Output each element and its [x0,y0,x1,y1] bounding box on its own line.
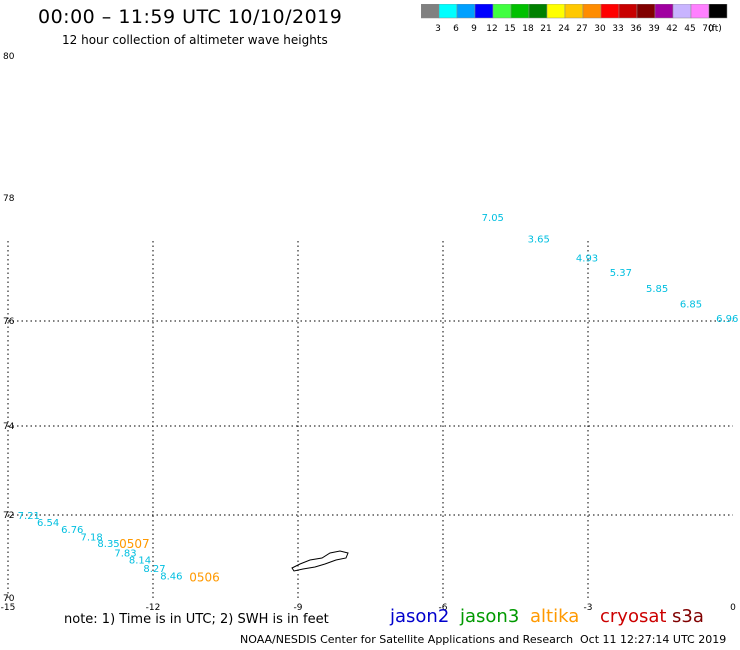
map-axes: -15 -12 -9 -6 -3 0 70 72 74 76 78 80 [1,52,736,613]
swh-value: 7.21 [18,511,40,522]
issued-timestamp: Oct 11 12:27:14 UTC 2019 [580,633,727,646]
satellite-cryosat: cryosat [600,606,667,627]
satellite-altika: altika [530,606,580,627]
legend-label: 21 [540,24,551,34]
satellite-jason2: jason2 [390,606,450,627]
legend-label: 33 [612,24,623,34]
lon-tick-label: -6 [439,603,448,613]
swh-value: 7.83 [114,549,136,560]
swh-value: 6.76 [61,525,83,536]
swh-value: 4.93 [576,253,598,264]
time-label: 0506 [189,570,220,584]
lat-tick-label: 74 [3,422,15,432]
legend-label: 6 [453,24,459,34]
legend-label: 18 [522,24,534,34]
swh-value: 5.37 [610,268,632,279]
credit-text: NOAA/NESDIS Center for Satellite Applica… [240,633,574,646]
swh-value: 8.46 [160,571,182,582]
legend-label: 45 [684,24,695,34]
grid-lines [7,241,733,598]
lat-tick-label: 80 [3,52,15,62]
footer-note: note: 1) Time is in UTC; 2) SWH is in fe… [64,612,329,627]
swh-value: 6.85 [680,299,702,310]
lat-tick-label: 70 [3,594,15,604]
lon-tick-label: -3 [584,603,593,613]
lon-tick-label: 0 [730,603,736,613]
lat-tick-label: 72 [3,511,14,521]
legend-unit: (ft) [708,24,722,34]
lat-tick-label: 76 [3,317,15,327]
swh-value: 8.27 [143,564,165,575]
legend-label: 70 [702,24,714,34]
legend-label: 27 [576,24,587,34]
lon-tick-label: -12 [146,603,161,613]
legend-label: 15 [504,24,515,34]
swh-points: 7.216.546.767.188.357.838.148.278.46 7.05… [18,213,739,585]
swh-value: 7.18 [81,533,103,544]
satellite-s3a: s3a [672,606,704,627]
jan-mayen-island [291,550,349,572]
legend-label: 3 [435,24,441,34]
legend-label: 9 [471,24,477,34]
legend-label: 42 [666,24,677,34]
swh-value: 5.85 [646,284,668,295]
time-label: 0507 [119,537,150,551]
swh-value: 8.35 [97,539,119,550]
color-legend: 3 6 9 12 15 18 21 24 27 30 33 36 39 42 45 70(ft) [421,4,728,34]
swh-value: 6.96 [716,314,738,325]
map-title: 00:00 – 11:59 UTC 10/10/2019 [38,6,343,28]
satellite-jason3: jason3 [460,606,520,627]
map-subtitle: 12 hour collection of altimeter wave hei… [62,33,328,47]
lat-tick-label: 78 [3,194,15,204]
legend-label: 24 [558,24,570,34]
legend-label: 39 [648,24,660,34]
lon-tick-label: -15 [1,603,16,613]
swh-value: 7.05 [482,213,504,224]
legend-label: 30 [594,24,606,34]
lon-tick-label: -9 [294,603,303,613]
swh-value: 6.54 [37,518,59,529]
legend-label: 12 [486,24,497,34]
swh-value: 8.14 [129,556,151,567]
legend-label: 36 [630,24,642,34]
legend-swatch [708,4,728,19]
swh-value: 3.65 [528,234,550,245]
